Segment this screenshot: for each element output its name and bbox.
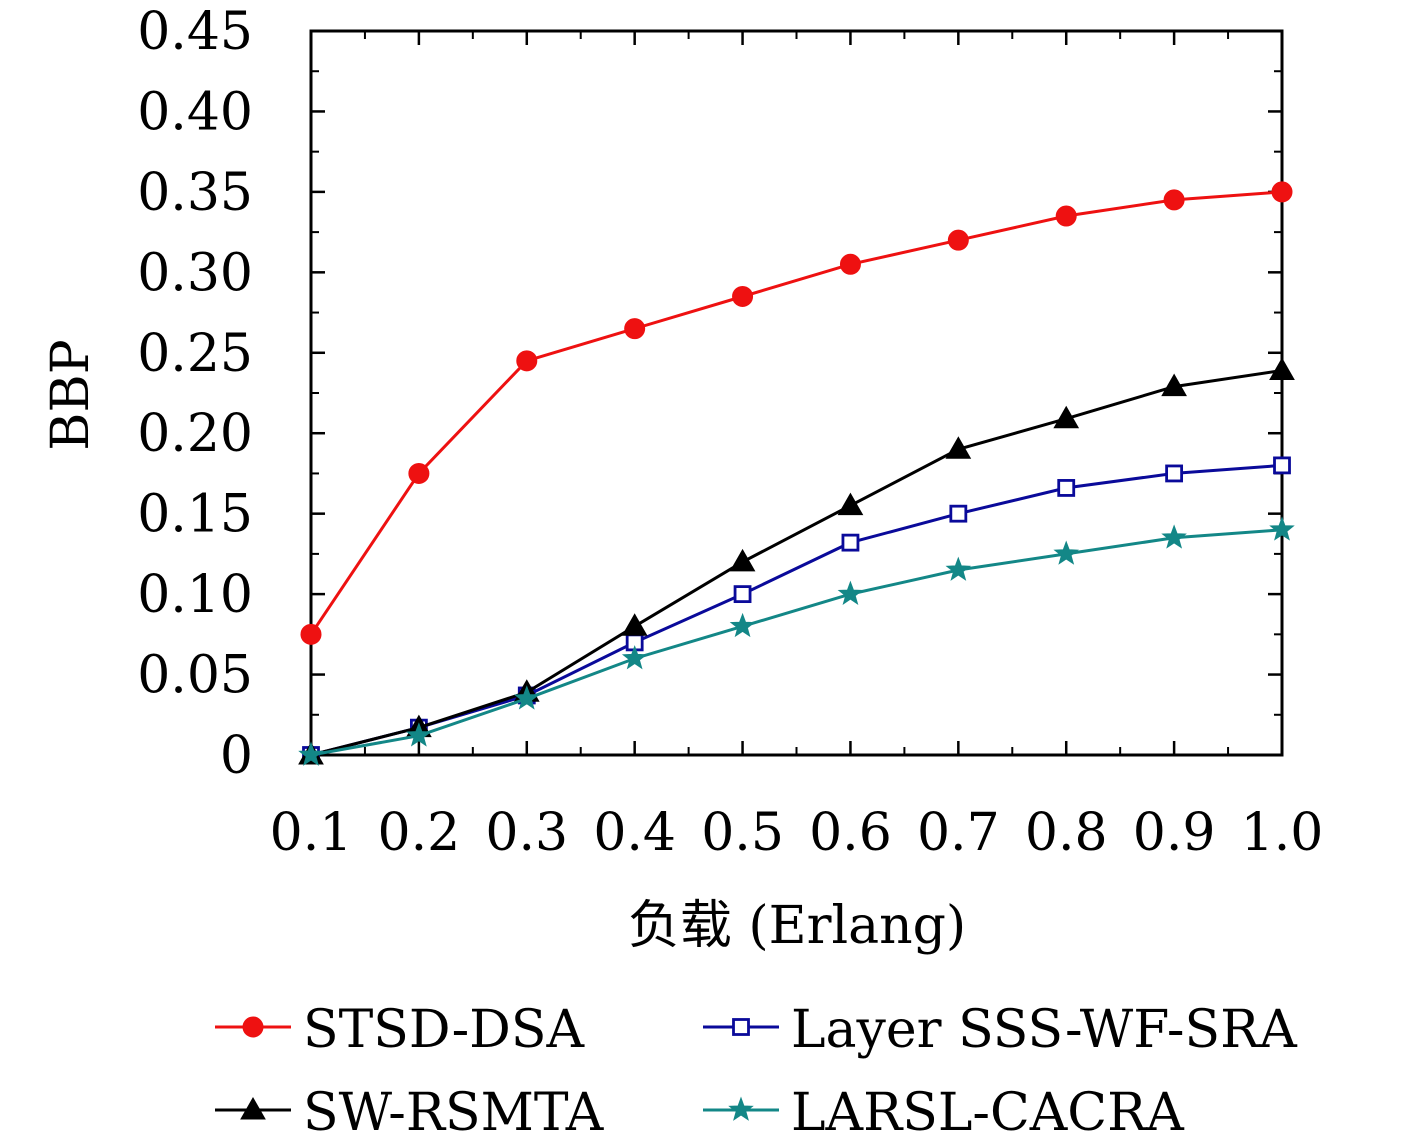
legend-marker [242, 1016, 264, 1038]
data-point [624, 318, 646, 340]
y-tick-label: 0 [220, 726, 253, 786]
x-tick-label: 1.0 [1241, 803, 1324, 863]
data-point [1053, 405, 1080, 429]
data-point [1269, 357, 1295, 380]
legend-marker [240, 1096, 266, 1120]
series-layer [298, 181, 1295, 766]
data-point [1161, 524, 1187, 549]
data-point [516, 350, 538, 372]
data-point [1161, 373, 1187, 397]
data-point [947, 229, 969, 251]
series-stsd-dsa [300, 181, 1293, 645]
x-tick-label: 0.9 [1133, 803, 1216, 863]
y-axis-label: BBP [41, 339, 101, 450]
data-point [1163, 189, 1185, 211]
y-tick-label: 0.40 [137, 82, 253, 142]
x-tick-label: 0.7 [917, 803, 1000, 863]
data-point [621, 645, 648, 670]
y-tick-label: 0.05 [137, 646, 253, 706]
legend-label: SW-RSMTA [303, 1083, 605, 1139]
data-point [514, 685, 540, 710]
legend-label: STSD-DSA [303, 1000, 585, 1060]
x-tick-label: 0.4 [593, 803, 676, 863]
series-line [310, 528, 1283, 757]
y-tick-label: 0.45 [137, 2, 253, 62]
legend-label: Layer SSS-WF-SRA [791, 1000, 1298, 1060]
x-tick-label: 0.5 [701, 803, 784, 863]
y-tick-label: 0.30 [137, 243, 253, 303]
axes [309, 29, 1284, 757]
series-sw-rsmta [298, 357, 1295, 765]
legend-label: LARSL-CACRA [791, 1083, 1185, 1139]
data-point [300, 623, 322, 645]
plot-frame [309, 29, 1284, 757]
series-larsl-cacra [298, 516, 1295, 766]
x-tick-label: 0.3 [485, 803, 568, 863]
x-tick-label: 0.1 [270, 803, 353, 863]
data-point [1053, 540, 1079, 565]
series-line [309, 190, 1283, 636]
data-point [837, 580, 864, 605]
data-point [1165, 464, 1184, 483]
y-tick-label: 0.20 [137, 404, 253, 464]
data-point [1273, 456, 1291, 475]
x-tick-label: 0.2 [378, 803, 461, 863]
legend: STSD-DSA Layer SSS-WF-SRA SW-RSMTA LARSL-CA… [215, 1000, 1298, 1139]
data-point [1055, 205, 1077, 227]
y-tick-label: 0.35 [137, 163, 253, 223]
legend-item: Layer SSS-WF-SRA [703, 1000, 1298, 1060]
data-point [945, 556, 972, 581]
data-point [841, 533, 860, 552]
legend-item: LARSL-CACRA [703, 1083, 1185, 1139]
series-line [310, 369, 1283, 757]
data-point [839, 253, 861, 275]
data-point [408, 462, 430, 484]
data-point [729, 548, 756, 572]
data-point [406, 722, 432, 747]
data-point [621, 613, 648, 636]
x-tick-label: 0.8 [1025, 803, 1108, 863]
data-point [733, 585, 752, 604]
legend-item: SW-RSMTA [215, 1083, 605, 1139]
data-point [949, 504, 968, 523]
legend-marker [728, 1096, 754, 1121]
legend-item: STSD-DSA [215, 1000, 585, 1060]
x-axis-label: 负载 (Erlang) [628, 896, 966, 956]
data-point [729, 612, 756, 638]
data-point [298, 741, 324, 766]
tick-labels: 0 0.05 0.10 0.15 0.20 0.25 0.30 0.35 0.40 0.45 0.1… [137, 2, 1323, 863]
series-line [310, 463, 1283, 757]
data-point [732, 285, 754, 307]
y-tick-label: 0.15 [137, 485, 253, 545]
data-point [945, 436, 972, 459]
data-point [1057, 479, 1076, 497]
y-tick-label: 0.10 [137, 565, 253, 625]
data-point [837, 492, 864, 516]
x-tick-label: 0.6 [809, 803, 892, 863]
legend-marker [732, 1018, 750, 1036]
y-tick-label: 0.25 [137, 324, 253, 384]
data-point [1269, 516, 1295, 541]
data-point [1271, 181, 1293, 203]
